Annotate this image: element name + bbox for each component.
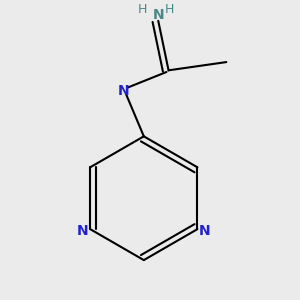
Text: H: H [165,3,174,16]
Text: N: N [199,224,210,238]
Text: N: N [117,84,129,98]
Text: H: H [138,3,148,16]
Text: N: N [77,224,89,238]
Text: N: N [152,8,164,22]
